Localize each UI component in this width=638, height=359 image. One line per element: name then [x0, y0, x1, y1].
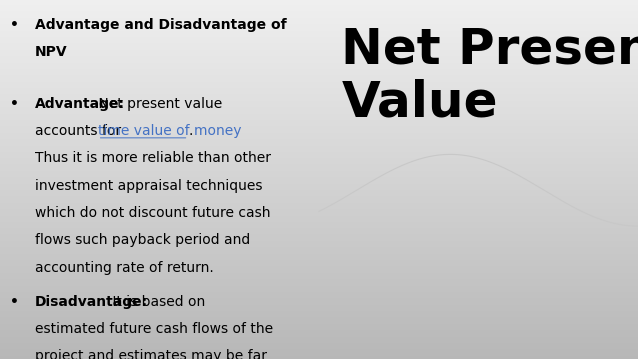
Text: NPV: NPV: [35, 45, 68, 59]
Text: estimated future cash flows of the: estimated future cash flows of the: [35, 322, 273, 336]
Text: •: •: [10, 18, 19, 32]
Text: •: •: [10, 295, 19, 309]
Text: Disadvantage:: Disadvantage:: [35, 295, 148, 309]
Text: Net Present
Value: Net Present Value: [341, 25, 638, 127]
Text: accounting rate of return.: accounting rate of return.: [35, 261, 214, 275]
Text: Advantage and Disadvantage of: Advantage and Disadvantage of: [35, 18, 286, 32]
Text: •: •: [10, 97, 19, 111]
Text: flows such payback period and: flows such payback period and: [35, 233, 250, 247]
Text: project and estimates may be far: project and estimates may be far: [35, 349, 267, 359]
Text: Thus it is more reliable than other: Thus it is more reliable than other: [35, 151, 271, 165]
Text: Advantage:: Advantage:: [35, 97, 125, 111]
Text: Net present value: Net present value: [94, 97, 223, 111]
Text: time value of money: time value of money: [98, 124, 241, 138]
Text: investment appraisal techniques: investment appraisal techniques: [35, 179, 263, 193]
Text: which do not discount future cash: which do not discount future cash: [35, 206, 271, 220]
Text: It is based on: It is based on: [108, 295, 205, 309]
Text: .: .: [188, 124, 193, 138]
Text: accounts for: accounts for: [35, 124, 126, 138]
